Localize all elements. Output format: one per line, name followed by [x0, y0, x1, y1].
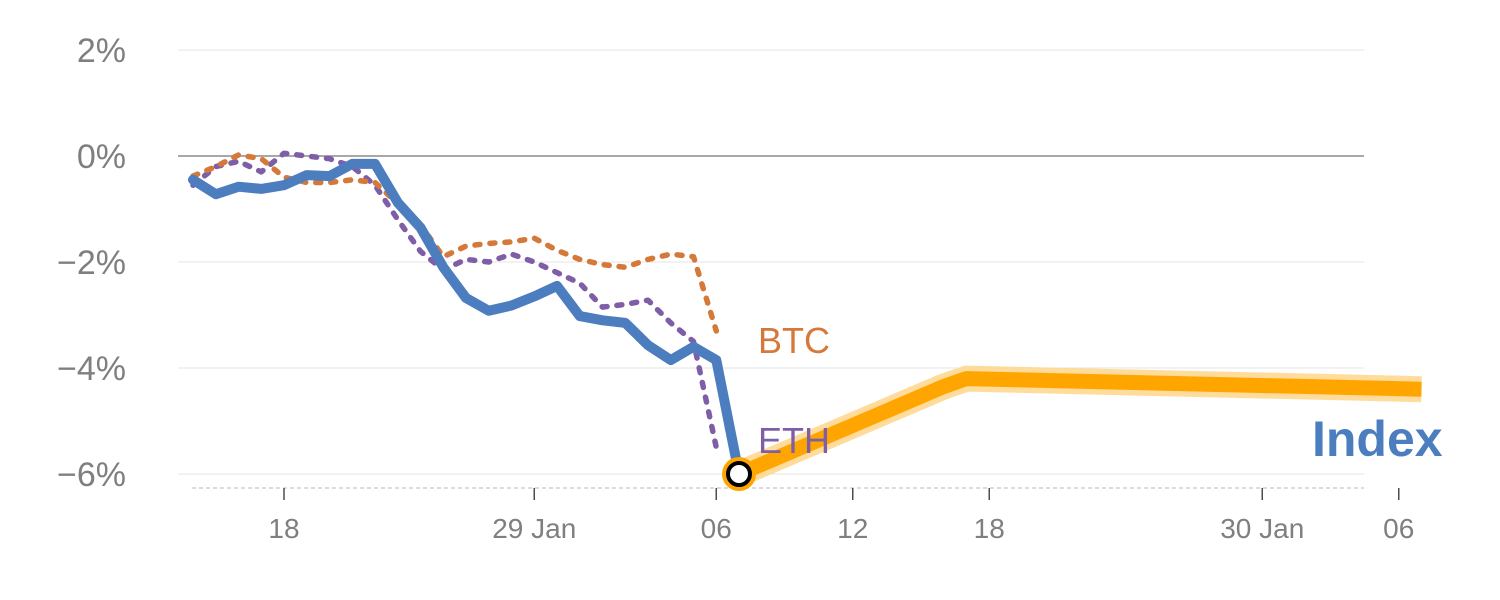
x-tick-label-0: 18	[268, 513, 299, 544]
x-tick-label-1: 29 Jan	[492, 513, 576, 544]
y-tick-label-0: 2%	[77, 32, 126, 70]
series-group	[188, 150, 1422, 491]
y-tick-label-4: −6%	[57, 456, 126, 494]
y-tick-label-3: −4%	[57, 350, 126, 388]
x-tick-label-5: 30 Jan	[1220, 513, 1304, 544]
series-index-line	[188, 158, 744, 479]
x-tick-label-6: 06	[1383, 513, 1414, 544]
series-labels: BTC ETH Index	[758, 320, 1443, 467]
highlight-point	[726, 461, 752, 487]
grid-lines	[178, 49, 1364, 475]
label-btc: BTC	[758, 320, 830, 361]
forecast-band	[736, 371, 1422, 481]
y-tick-label-2: −2%	[57, 244, 126, 282]
x-tick-label-3: 12	[837, 513, 868, 544]
x-tick-label-2: 06	[701, 513, 732, 544]
y-tick-label-1: 0%	[77, 138, 126, 176]
label-eth: ETH	[758, 420, 830, 461]
x-tick-label-4: 18	[974, 513, 1005, 544]
y-axis: 2% 0% −2% −4% −6%	[57, 32, 126, 494]
label-index: Index	[1312, 411, 1443, 467]
series-eth-line	[190, 150, 720, 451]
